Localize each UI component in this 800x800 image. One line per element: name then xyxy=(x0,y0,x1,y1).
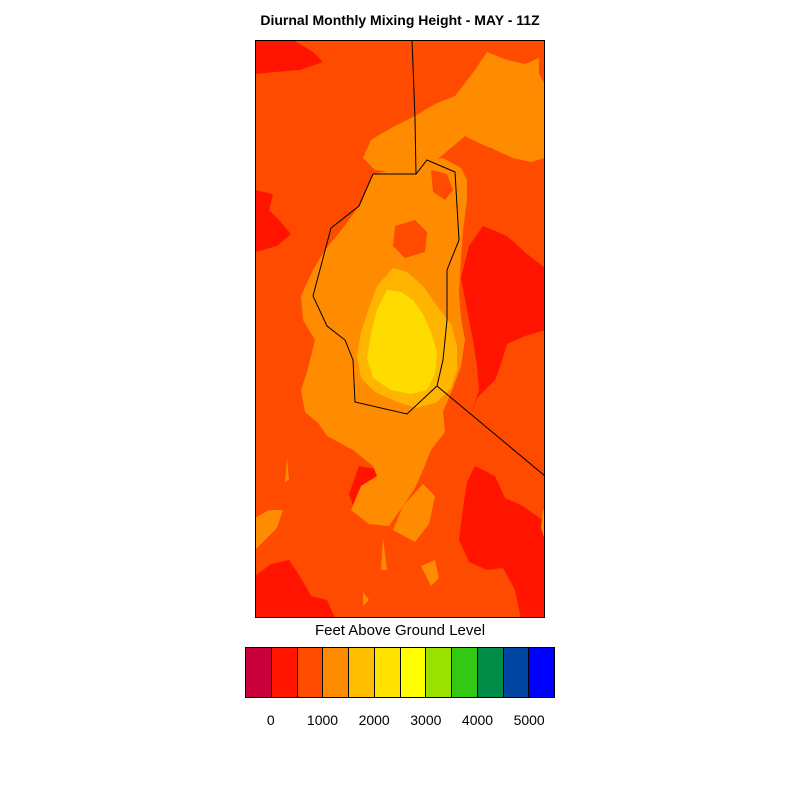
contour-red-west xyxy=(255,190,291,252)
color-scale-box xyxy=(246,648,272,697)
color-scale-box xyxy=(349,648,375,697)
contour-orange-sw-patch xyxy=(255,510,283,550)
contour-orange-speck-c xyxy=(421,560,439,586)
color-scale-tick-label: 0 xyxy=(266,712,275,728)
color-scale-box xyxy=(426,648,452,697)
color-scale-box xyxy=(297,648,324,697)
region-outline xyxy=(312,159,460,415)
color-scale-tick-label: 2000 xyxy=(358,712,390,728)
color-scale-box xyxy=(529,648,554,697)
color-scale-tick-label: 4000 xyxy=(461,712,494,728)
contour-orange-speck-d xyxy=(363,592,369,606)
contour-red-southwest xyxy=(255,560,335,618)
color-scale-tick-label: 3000 xyxy=(410,712,442,728)
contour-red-southeast xyxy=(459,466,545,618)
border-line-southeast xyxy=(436,385,545,477)
color-scale-box xyxy=(323,648,349,697)
contour-yellow xyxy=(367,290,437,394)
contour-orange-lower-tongue xyxy=(393,484,435,542)
state-boundary-line xyxy=(411,40,417,175)
contour-red-northwest xyxy=(255,40,323,74)
contour-orange-speck-b xyxy=(381,538,387,570)
color-scale-tick-label: 5000 xyxy=(513,712,545,728)
chart-title: Diurnal Monthly Mixing Height - MAY - 11… xyxy=(260,12,540,28)
contour-orange-speck-a xyxy=(285,458,289,482)
color-scale-box xyxy=(374,648,401,697)
color-scale-bar xyxy=(245,647,555,698)
contour-red-east xyxy=(461,226,545,420)
legend-title: Feet Above Ground Level xyxy=(314,622,486,639)
color-scale-box xyxy=(503,648,530,697)
mixing-height-map xyxy=(255,40,545,618)
color-scale-box xyxy=(452,648,478,697)
color-scale-tick-label: 1000 xyxy=(306,712,339,728)
contour-orange-north xyxy=(363,52,545,174)
map-frame xyxy=(255,40,545,618)
contour-red-core-hole xyxy=(393,220,427,258)
color-scale-box xyxy=(477,648,504,697)
color-scale-box xyxy=(400,648,427,697)
color-scale-box xyxy=(271,648,298,697)
contour-red-core-hole-2 xyxy=(431,170,453,200)
